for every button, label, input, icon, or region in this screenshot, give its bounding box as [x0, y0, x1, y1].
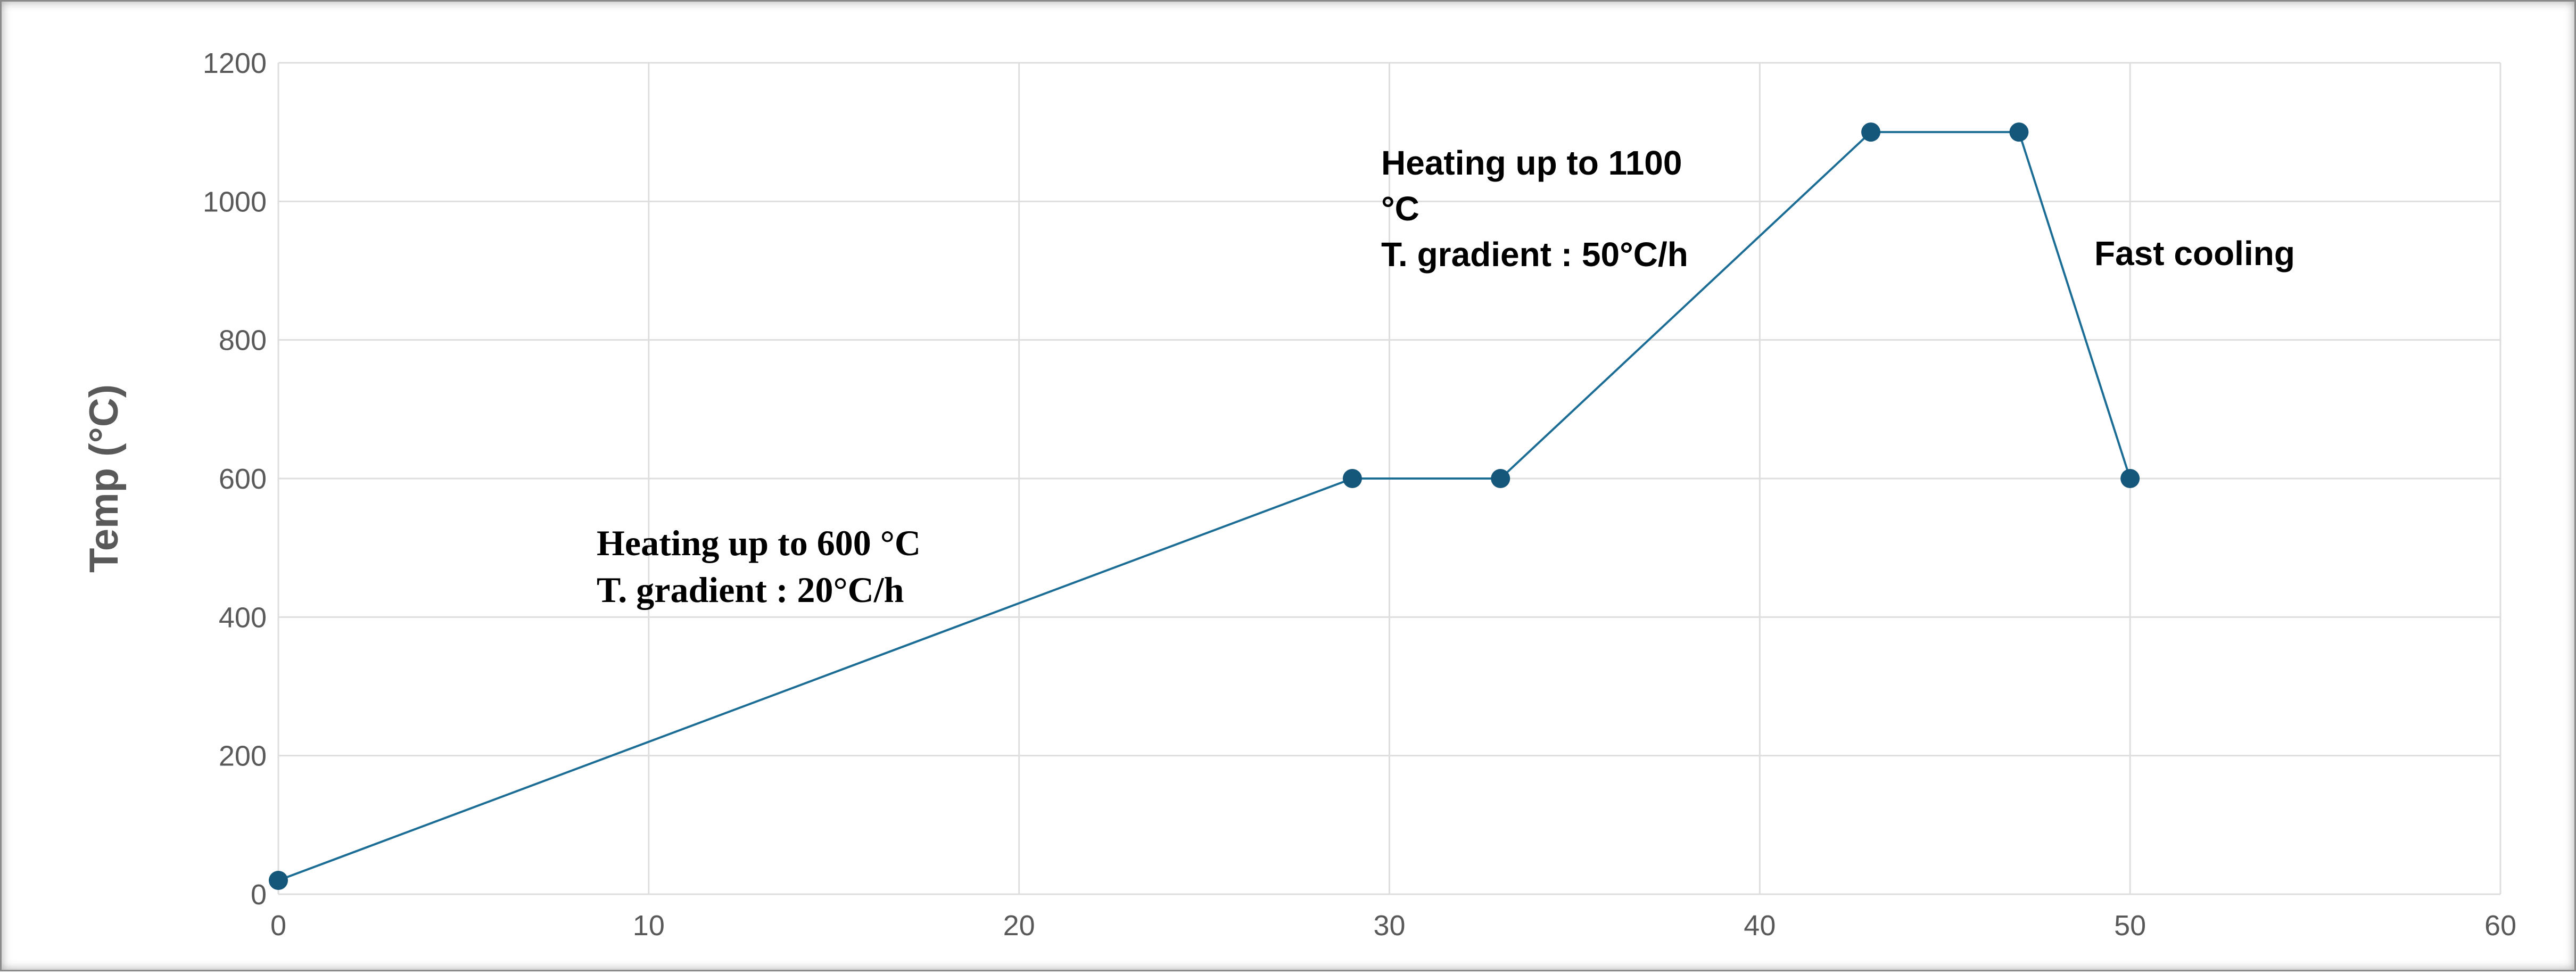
- y-axis-label: Temp (°C): [81, 384, 127, 573]
- annotation-line: Heating up to 1100: [1381, 144, 1682, 182]
- grid: [277, 62, 2501, 895]
- annotation: Heating up to 600 °C T. gradient : 20°C/h: [597, 523, 921, 610]
- x-tick-label: 30: [1373, 910, 1405, 942]
- annotation-line: Fast cooling: [2094, 234, 2295, 273]
- y-tick-label: 800: [219, 325, 267, 357]
- annotation-line: T. gradient : 50°C/h: [1381, 235, 1688, 274]
- x-tick-label: 20: [1003, 910, 1035, 942]
- y-tick-label: 400: [219, 601, 267, 633]
- x-tick-label: 50: [2114, 910, 2146, 942]
- y-tick-label: 200: [219, 740, 267, 772]
- data-point: [2120, 469, 2140, 488]
- x-tick-label: 40: [1744, 910, 1776, 942]
- annotations: Heating up to 600 °C T. gradient : 20°C/h…: [597, 144, 2295, 610]
- data-point: [1342, 469, 1362, 488]
- x-tick-label: 60: [2484, 910, 2516, 942]
- data-point: [1491, 469, 1510, 488]
- annotation: Heating up to 1100 °C T. gradient : 50°C/h: [1381, 144, 1688, 274]
- x-tick-label: 10: [633, 910, 665, 942]
- y-tick-label: 1200: [203, 47, 267, 79]
- annotation-line: °C: [1381, 189, 1419, 228]
- data-point: [2009, 122, 2029, 142]
- annotation-line: T. gradient : 20°C/h: [597, 570, 904, 610]
- data-point: [1861, 122, 1881, 142]
- series-line: [278, 131, 2132, 881]
- y-tick-label: 600: [219, 463, 267, 495]
- data-point: [269, 870, 288, 890]
- series: [269, 122, 2140, 890]
- x-tick-label: 0: [270, 910, 286, 942]
- y-tick-label: 1000: [203, 186, 267, 218]
- annotation-line: Heating up to 600 °C: [597, 523, 921, 563]
- y-tick-label: 0: [251, 879, 267, 911]
- annotation: Fast cooling: [2094, 234, 2295, 273]
